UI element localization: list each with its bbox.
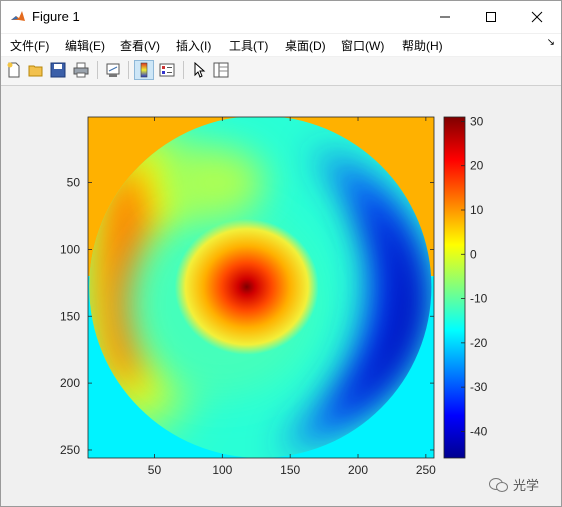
window-title: Figure 1 (32, 9, 80, 24)
x-tick-label: 150 (280, 463, 300, 477)
toolbar-separator (97, 61, 98, 79)
y-tick-label: 50 (67, 176, 81, 190)
figure-canvas: 50 50 100 100 150 150 200 200 250 250 30 20 10 0 -10 -2… (1, 86, 561, 506)
menu-bar: 文件(F) 编辑(E) 查看(V) 插入(I) 工具(T) 桌面(D) 窗口(W… (1, 34, 561, 56)
insert-legend-button[interactable] (157, 60, 177, 80)
close-icon (531, 11, 543, 23)
colorbar (443, 116, 466, 459)
print-icon (73, 62, 89, 78)
menu-window[interactable]: 窗口(W) (341, 39, 385, 53)
menu-insert[interactable]: 插入(I) (176, 39, 212, 53)
toolbar-separator (128, 61, 129, 79)
minimize-icon (440, 16, 450, 18)
y-tick-label: 200 (60, 376, 80, 390)
close-button[interactable] (514, 1, 560, 33)
y-tick-label: 100 (60, 242, 80, 256)
y-tick-label: 150 (60, 309, 80, 323)
pointer-button[interactable] (189, 60, 209, 80)
open-file-button[interactable] (26, 60, 46, 80)
maximize-button[interactable] (468, 1, 514, 33)
colorbar-tick-label: 20 (470, 159, 484, 173)
save-button[interactable] (48, 60, 68, 80)
new-figure-icon (7, 62, 20, 78)
insert-colorbar-button[interactable] (134, 60, 154, 80)
minimize-button[interactable] (422, 1, 468, 33)
menu-overflow-icon[interactable]: ↘ (546, 37, 555, 48)
hot-spot (174, 218, 319, 355)
menu-file[interactable]: 文件(F) (10, 39, 50, 53)
save-icon (50, 62, 66, 78)
watermark: 光学 (489, 475, 539, 494)
toolbar-separator (183, 61, 184, 79)
watermark-text: 光学 (513, 478, 540, 493)
title-bar[interactable]: Figure 1 (1, 1, 561, 33)
x-tick-label: 250 (416, 463, 436, 477)
heatmap-plot: 50501001001501502002002502503020100-10-2… (60, 114, 488, 477)
colorbar-tick-label: 10 (470, 203, 484, 217)
colorbar-tick-label: -10 (470, 292, 488, 306)
menu-view[interactable]: 查看(V) (120, 39, 160, 53)
menu-help[interactable]: 帮助(H) (402, 39, 443, 53)
plot-layer: 50501001001501502002002502503020100-10-2… (60, 114, 488, 477)
matlab-logo-icon (10, 9, 26, 25)
plot-axes-box (87, 116, 435, 459)
menu-tools[interactable]: 工具(T) (229, 39, 269, 53)
blue-crescent-core (324, 195, 420, 417)
colorbar-tick-label: -40 (470, 424, 488, 438)
wechat-logo-icon (489, 477, 508, 492)
figure-toolbar (1, 57, 561, 86)
x-tick-label: 50 (148, 463, 162, 477)
y-tick-label: 250 (60, 443, 80, 457)
link-plot-icon (106, 63, 120, 77)
x-tick-label: 100 (212, 463, 232, 477)
colorbar-tick-label: 0 (470, 247, 477, 261)
insert-legend-icon (159, 63, 175, 77)
colorbar-tick-label: -20 (470, 336, 488, 350)
colorbar-tick-label: -30 (470, 380, 488, 394)
new-figure-button[interactable] (4, 60, 24, 80)
property-inspector-button[interactable] (211, 60, 231, 80)
open-file-icon (28, 65, 43, 77)
pointer-icon (194, 62, 206, 78)
property-inspector-icon (213, 62, 229, 78)
menu-edit[interactable]: 编辑(E) (65, 39, 105, 53)
link-plot-button[interactable] (103, 60, 123, 80)
colorbar-tick-label: 30 (470, 114, 484, 128)
aperture-field (89, 117, 432, 458)
upper-left-lobe (165, 147, 266, 218)
menu-desktop[interactable]: 桌面(D) (285, 39, 326, 53)
maximize-icon (486, 12, 496, 22)
x-tick-label: 200 (348, 463, 368, 477)
print-button[interactable] (71, 60, 91, 80)
insert-colorbar-icon (140, 62, 148, 78)
